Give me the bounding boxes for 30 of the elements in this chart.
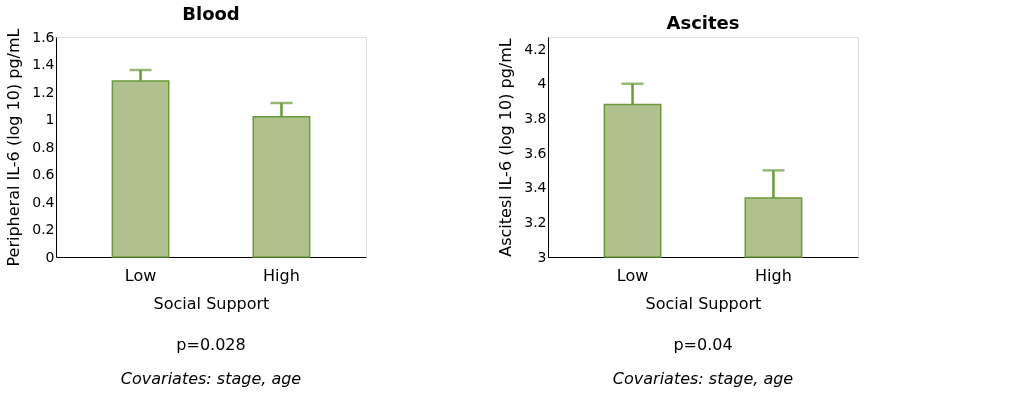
y-tick-label: 3.8 bbox=[524, 109, 547, 126]
y-tick-label: 1.6 bbox=[32, 28, 55, 45]
y-tick-label: 0 bbox=[45, 248, 55, 265]
y-tick-label: 3 bbox=[537, 248, 547, 265]
y-tick-label: 1.4 bbox=[32, 56, 55, 72]
chart-title: Ascites bbox=[666, 12, 740, 33]
y-tick-label: 0.2 bbox=[32, 221, 55, 237]
x-tick-label: High bbox=[755, 265, 792, 285]
text: Covariates: stage, age bbox=[612, 369, 794, 388]
y-tick-label: 0.4 bbox=[32, 193, 55, 210]
text: p=0.028 bbox=[176, 335, 246, 354]
chart-title: Blood bbox=[182, 3, 240, 24]
y-tick-label: 0.6 bbox=[32, 166, 55, 182]
y-tick-label: 4 bbox=[537, 75, 547, 92]
y-tick-label: 3.6 bbox=[524, 144, 547, 161]
y-tick-label: 3.4 bbox=[524, 179, 547, 196]
x-tick-label: Low bbox=[124, 265, 157, 285]
y-tick-label: 1 bbox=[45, 111, 55, 127]
y-axis-title: Ascitesl IL-6 (log 10) pg/mL bbox=[496, 38, 516, 257]
y-axis-title: Peripheral IL-6 (log 10) pg/mL bbox=[4, 28, 24, 267]
text: Covariates: stage, age bbox=[120, 369, 302, 388]
y-tick-label: 1.2 bbox=[32, 83, 55, 100]
y-tick-label: 3.2 bbox=[524, 213, 547, 230]
y-tick-label: 0.8 bbox=[32, 138, 55, 155]
y-tick-label: 4.2 bbox=[524, 40, 547, 57]
x-axis-title: Social Support bbox=[153, 293, 270, 313]
x-tick-label: High bbox=[263, 265, 300, 285]
x-tick-label: Low bbox=[616, 265, 649, 285]
text: p=0.04 bbox=[673, 335, 733, 354]
x-axis-title: Social Support bbox=[645, 293, 762, 313]
